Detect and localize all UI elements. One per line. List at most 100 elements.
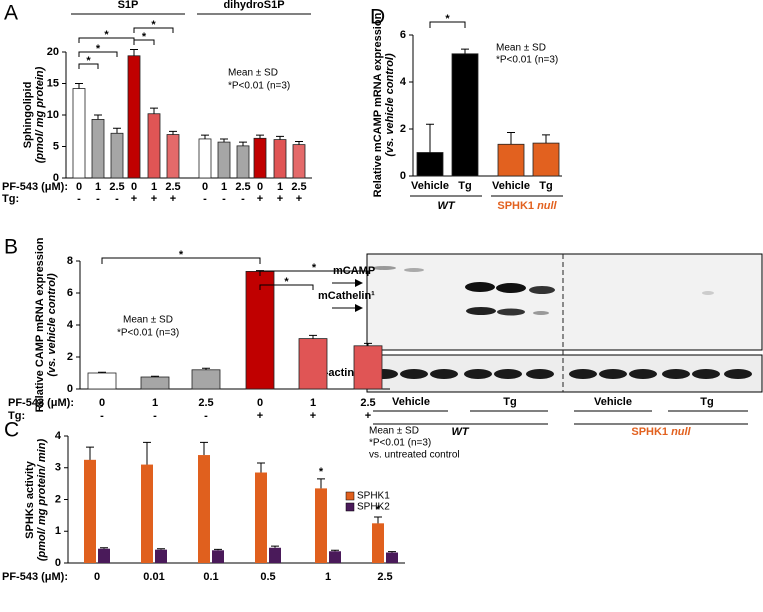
group-label: null [537, 200, 557, 212]
error-bar [364, 342, 372, 346]
error-bar [157, 548, 165, 550]
panel-letter: A [4, 2, 18, 25]
bar [451, 53, 479, 177]
error-bar [143, 441, 151, 465]
error-bar [309, 334, 317, 339]
error-bar [295, 140, 303, 145]
significance-bracket [133, 27, 174, 33]
x-tick-label: 0 [76, 181, 82, 193]
bar [236, 145, 250, 179]
y-tick-label: 0 [53, 172, 59, 184]
panel-letter: D [370, 6, 385, 29]
x-tick-label: Tg [539, 180, 552, 192]
bar [110, 132, 124, 179]
bar [245, 270, 275, 390]
bar [253, 137, 267, 179]
bar [532, 142, 560, 177]
bar [416, 152, 444, 177]
error-bar [98, 371, 106, 373]
y-tick-label: 1 [55, 525, 61, 537]
error-bar [257, 462, 265, 473]
error-bar [214, 548, 222, 551]
y-tick-label: 20 [47, 46, 59, 58]
x-tick-label: 2.5 [377, 571, 392, 583]
x-tick-label: 2.5 [165, 181, 180, 193]
x-tick-label: - [115, 193, 119, 205]
error-bar [507, 132, 515, 145]
y-axis-label: Relative CAMP mRNA expression [34, 237, 46, 412]
y-tick-label: 2 [400, 123, 406, 135]
y-axis-label: (vs. vehicle control) [46, 273, 58, 377]
bar [140, 376, 170, 390]
bar [217, 141, 231, 179]
band [702, 291, 714, 295]
significance-star: * [142, 31, 147, 43]
x-tick-label: 0.5 [260, 571, 275, 583]
x-tick-label: 0 [99, 397, 105, 409]
y-tick-label: 4 [400, 76, 407, 88]
x-tick-label: 1 [277, 181, 283, 193]
significance-bracket [78, 63, 99, 69]
bar [155, 549, 167, 563]
row-label: PF-543 (μM): [2, 181, 68, 193]
x-tick-label: 2.5 [360, 397, 375, 409]
y-tick-label: 5 [53, 140, 59, 152]
legend-swatch [345, 491, 355, 501]
panel-letter: C [4, 419, 19, 442]
bar [255, 472, 267, 563]
x-tick-label: 1 [151, 181, 157, 193]
significance-bracket [101, 257, 261, 264]
x-tick-label: - [100, 410, 104, 422]
x-tick-label: 1 [221, 181, 227, 193]
x-tick-label: 1 [325, 571, 331, 583]
significance-bracket [259, 284, 314, 290]
x-tick-label: - [222, 193, 226, 205]
y-tick-label: 4 [67, 319, 74, 331]
legend-label: SPHK1 [357, 491, 390, 502]
error-bar [426, 123, 434, 153]
band [497, 308, 525, 316]
y-tick-label: 15 [47, 77, 59, 89]
annotation: *P<0.01 (n=3) [496, 55, 558, 66]
y-tick-label: 10 [47, 109, 59, 121]
bar [98, 548, 110, 563]
x-tick-label: Tg [458, 180, 471, 192]
annotation: vs. untreated control [369, 450, 460, 461]
actin-bands [370, 369, 752, 379]
x-tick-label: - [241, 193, 245, 205]
x-tick-label: + [257, 193, 263, 205]
x-tick-label: 0 [257, 181, 263, 193]
row-label: PF-543 (μM): [2, 571, 68, 583]
annotation: Mean ± SD [496, 43, 546, 54]
bar [84, 459, 96, 563]
band [372, 266, 396, 270]
significance-bracket [429, 21, 466, 28]
annotation: *P<0.01 (n=3) [117, 328, 179, 339]
x-tick-label: - [77, 193, 81, 205]
bar [198, 138, 212, 179]
error-bar [256, 134, 264, 139]
x-tick-label: + [296, 193, 302, 205]
y-tick-label: 6 [67, 287, 73, 299]
error-bar [151, 375, 159, 377]
error-bar [374, 516, 382, 524]
band [465, 282, 495, 292]
y-axis-label: (vs. vehicle control) [384, 53, 396, 157]
error-bar [220, 138, 228, 143]
error-bar [201, 134, 209, 139]
error-bar [86, 446, 94, 460]
y-axis-label: (pmol/ mg protein/ min) [36, 439, 48, 562]
lane-label: Tg [503, 396, 516, 408]
annotation: *P<0.01 (n=3) [228, 81, 290, 92]
x-tick-label: 0 [202, 181, 208, 193]
y-tick-label: 2 [55, 493, 61, 505]
group-label: dihydroS1P [223, 0, 284, 11]
x-tick-label: 0.01 [143, 571, 164, 583]
significance-star: * [179, 249, 184, 261]
x-tick-label: 0 [257, 397, 263, 409]
panel-letter: B [4, 236, 18, 259]
x-tick-label: - [204, 410, 208, 422]
error-bar [113, 127, 121, 134]
x-tick-label: 1 [152, 397, 158, 409]
band [404, 268, 424, 272]
